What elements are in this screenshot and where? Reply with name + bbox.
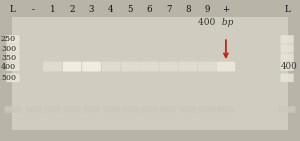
- Text: 6: 6: [147, 5, 152, 14]
- Text: 4: 4: [108, 5, 114, 14]
- FancyBboxPatch shape: [6, 44, 20, 53]
- FancyBboxPatch shape: [280, 35, 294, 44]
- FancyBboxPatch shape: [25, 106, 42, 113]
- FancyBboxPatch shape: [4, 106, 21, 113]
- Text: 400: 400: [198, 18, 218, 27]
- Text: 5: 5: [128, 5, 133, 14]
- FancyBboxPatch shape: [64, 106, 80, 113]
- Text: 400: 400: [281, 62, 298, 71]
- FancyBboxPatch shape: [218, 106, 234, 113]
- Text: 400: 400: [1, 63, 16, 70]
- FancyBboxPatch shape: [6, 53, 20, 62]
- Text: 350: 350: [1, 54, 16, 61]
- FancyBboxPatch shape: [44, 106, 61, 113]
- Text: +: +: [222, 5, 230, 14]
- FancyBboxPatch shape: [6, 74, 20, 82]
- FancyBboxPatch shape: [198, 62, 216, 71]
- Text: L: L: [10, 5, 16, 14]
- FancyBboxPatch shape: [103, 106, 119, 113]
- Text: bp: bp: [219, 18, 233, 27]
- FancyBboxPatch shape: [6, 62, 20, 71]
- Text: 300: 300: [1, 45, 16, 52]
- FancyBboxPatch shape: [280, 53, 294, 62]
- FancyBboxPatch shape: [199, 106, 215, 113]
- Text: 500: 500: [1, 74, 16, 82]
- FancyBboxPatch shape: [122, 106, 139, 113]
- FancyBboxPatch shape: [12, 17, 288, 130]
- FancyBboxPatch shape: [280, 62, 294, 71]
- FancyBboxPatch shape: [279, 106, 296, 113]
- Text: 7: 7: [166, 5, 171, 14]
- FancyBboxPatch shape: [63, 62, 81, 71]
- FancyBboxPatch shape: [6, 35, 20, 44]
- Text: 9: 9: [204, 5, 210, 14]
- FancyBboxPatch shape: [140, 62, 159, 71]
- FancyBboxPatch shape: [141, 106, 158, 113]
- FancyBboxPatch shape: [83, 106, 100, 113]
- FancyBboxPatch shape: [280, 44, 294, 53]
- FancyBboxPatch shape: [160, 106, 177, 113]
- FancyBboxPatch shape: [179, 106, 196, 113]
- Text: 1: 1: [50, 5, 55, 14]
- Text: 8: 8: [185, 5, 190, 14]
- Text: L: L: [284, 5, 290, 14]
- FancyBboxPatch shape: [121, 62, 140, 71]
- FancyBboxPatch shape: [217, 62, 235, 71]
- Text: -: -: [32, 5, 35, 14]
- FancyBboxPatch shape: [102, 62, 120, 71]
- Text: 250: 250: [1, 36, 16, 43]
- FancyBboxPatch shape: [178, 62, 197, 71]
- Text: 2: 2: [69, 5, 75, 14]
- FancyBboxPatch shape: [159, 62, 178, 71]
- FancyBboxPatch shape: [82, 62, 101, 71]
- FancyBboxPatch shape: [280, 74, 294, 82]
- FancyBboxPatch shape: [43, 62, 62, 71]
- Text: 3: 3: [89, 5, 94, 14]
